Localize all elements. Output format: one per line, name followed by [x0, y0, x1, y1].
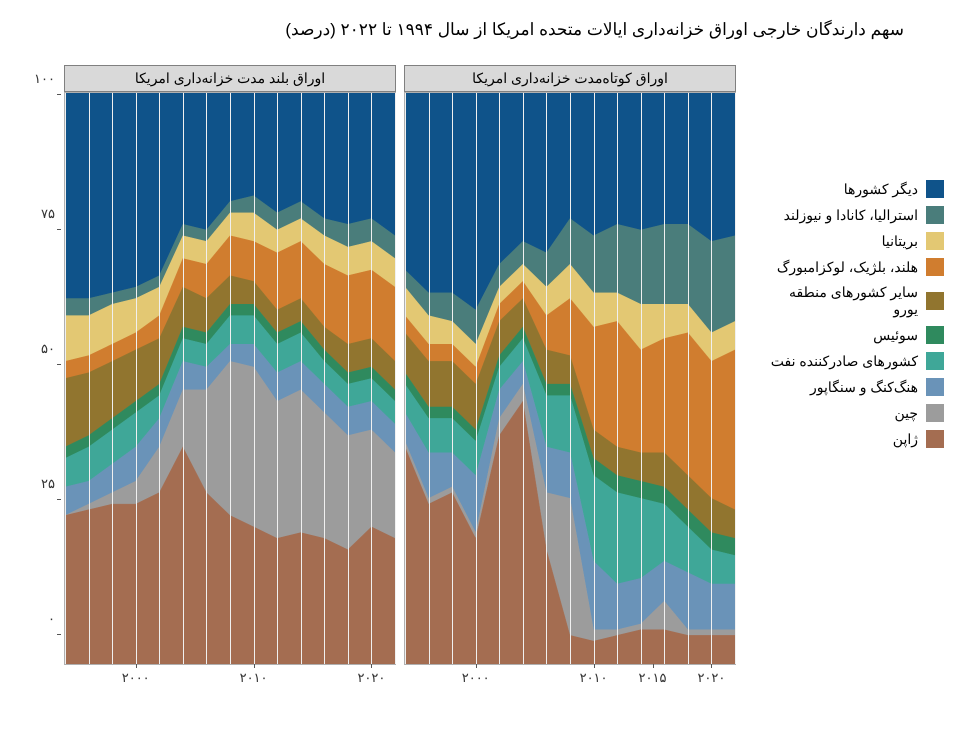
legend-item-japan: ژاپن	[764, 430, 944, 448]
legend-label: استرالیا، کانادا و نیوزلند	[784, 207, 918, 224]
legend-label: سوئیس	[873, 327, 918, 344]
legend-item-oil: کشورهای صادرکننده نفت	[764, 352, 944, 370]
panel-long-header: اوراق بلند مدت خزانه‌داری امریکا	[64, 65, 396, 92]
panels: اوراق بلند مدت خزانه‌داری امریکا ۲۰۰۰۲۰۱…	[60, 65, 740, 665]
legend-label: دیگر کشورها	[844, 181, 918, 198]
x-tick-label: ۲۰۲۰	[357, 670, 385, 686]
legend-item-uk: بریتانیا	[764, 232, 944, 250]
panel-short-header: اوراق کوتاه‌مدت خزانه‌داری امریکا	[404, 65, 736, 92]
legend-swatch	[926, 352, 944, 370]
legend-item-aus_ca_nz: استرالیا، کانادا و نیوزلند	[764, 206, 944, 224]
legend-swatch	[926, 292, 944, 310]
legend-swatch	[926, 430, 944, 448]
legend-swatch	[926, 258, 944, 276]
x-tick-label: ۲۰۰۰	[462, 670, 490, 686]
panel-long-term: اوراق بلند مدت خزانه‌داری امریکا ۲۰۰۰۲۰۱…	[64, 65, 396, 665]
x-tick-label: ۲۰۰۰	[122, 670, 150, 686]
legend-item-nl_be_lu: هلند، بلژیک، لوکزامبورگ	[764, 258, 944, 276]
x-tick-label: ۲۰۱۵	[639, 670, 667, 686]
legend-item-switzerland: سوئیس	[764, 326, 944, 344]
legend-label: بریتانیا	[882, 233, 918, 250]
y-tick-label: ۱۰۰	[25, 71, 55, 87]
y-axis: ۰۲۵۵۰۷۵۱۰۰	[25, 95, 55, 635]
panel-short-term: اوراق کوتاه‌مدت خزانه‌داری امریکا ۲۰۰۰۲۰…	[404, 65, 736, 665]
legend-item-euro_other: سایر کشورهای منطقه یورو	[764, 284, 944, 318]
x-tick-label: ۲۰۱۰	[580, 670, 608, 686]
y-tick-label: ۰	[25, 611, 55, 627]
legend-swatch	[926, 232, 944, 250]
legend-swatch	[926, 206, 944, 224]
x-tick-label: ۲۰۱۰	[240, 670, 268, 686]
legend-item-hk_sg: هنگ‌کنگ و سنگاپور	[764, 378, 944, 396]
legend-swatch	[926, 378, 944, 396]
legend-label: هلند، بلژیک، لوکزامبورگ	[777, 259, 918, 276]
legend-label: ژاپن	[893, 431, 918, 448]
legend-swatch	[926, 404, 944, 422]
legend-swatch	[926, 326, 944, 344]
x-tick-label: ۲۰۲۰	[697, 670, 725, 686]
legend: دیگر کشورها استرالیا، کانادا و نیوزلند بری…	[764, 180, 944, 456]
legend-item-other: دیگر کشورها	[764, 180, 944, 198]
legend-label: کشورهای صادرکننده نفت	[771, 353, 918, 370]
y-tick-label: ۲۵	[25, 476, 55, 492]
legend-label: هنگ‌کنگ و سنگاپور	[810, 379, 918, 396]
chart-container: سهم دارندگان خارجی اوراق خزانه‌داری ایال…	[0, 20, 954, 721]
chart-title: سهم دارندگان خارجی اوراق خزانه‌داری ایال…	[0, 20, 954, 40]
legend-label: سایر کشورهای منطقه یورو	[764, 284, 918, 318]
y-tick-label: ۵۰	[25, 341, 55, 357]
y-tick-label: ۷۵	[25, 206, 55, 222]
legend-label: چین	[894, 405, 918, 422]
legend-swatch	[926, 180, 944, 198]
plot-long: ۲۰۰۰۲۰۱۰۲۰۲۰	[64, 92, 396, 665]
legend-item-china: چین	[764, 404, 944, 422]
plot-short: ۲۰۰۰۲۰۱۰۲۰۱۵۲۰۲۰	[404, 92, 736, 665]
